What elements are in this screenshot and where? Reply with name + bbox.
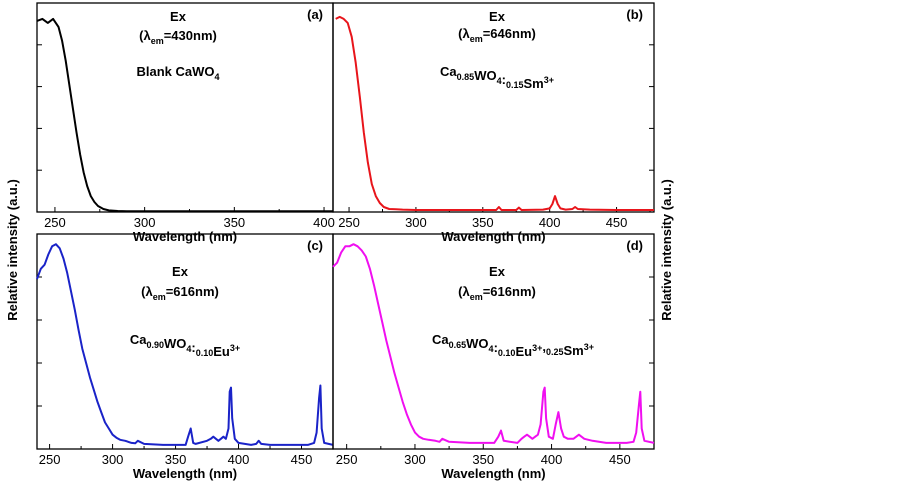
chart-panel: 250 300 350 400 Wavelength (nm) Ex (λem=430nm)… bbox=[36, 2, 335, 244]
x-tick-label: 300 bbox=[134, 215, 156, 230]
panel-subtitle: (λem=646nm) bbox=[458, 26, 536, 44]
sample-label: Ca0.85WO4:0.15Sm3+ bbox=[440, 64, 554, 91]
sample-label: Blank CaWO4 bbox=[136, 64, 219, 82]
x-tick-label: 400 bbox=[313, 215, 335, 230]
x-axis-label: Wavelength (nm) bbox=[441, 229, 545, 244]
panel-title: Ex bbox=[170, 9, 187, 24]
panel-letter: (d) bbox=[626, 238, 643, 253]
series-line bbox=[332, 243, 655, 444]
x-tick-label: 350 bbox=[472, 215, 494, 230]
series-line bbox=[36, 243, 334, 446]
panel-subtitle: (λem=616nm) bbox=[141, 284, 219, 302]
plot-frame bbox=[332, 233, 655, 450]
sample-label: Ca0.90WO4:0.10Eu3+ bbox=[130, 332, 240, 359]
panel-subtitle: (λem=616nm) bbox=[458, 284, 536, 302]
x-axis-label: Wavelength (nm) bbox=[441, 466, 545, 481]
x-tick-label: 250 bbox=[338, 215, 360, 230]
panel-letter: (b) bbox=[626, 7, 643, 22]
panel-letter: (c) bbox=[307, 238, 323, 253]
x-tick-label: 400 bbox=[539, 215, 561, 230]
series-line bbox=[36, 17, 333, 213]
x-tick-label: 250 bbox=[39, 452, 61, 467]
x-tick-label: 400 bbox=[228, 452, 250, 467]
x-tick-label: 350 bbox=[223, 215, 245, 230]
panel-subtitle: (λem=430nm) bbox=[139, 28, 217, 46]
panel-title: Ex bbox=[172, 264, 189, 279]
series-line bbox=[335, 15, 654, 211]
y-axis-label-left: Relative intensity (a.u.) bbox=[5, 179, 20, 321]
sample-label: Ca0.65WO4:0.10Eu3+,0.25Sm3+ bbox=[432, 332, 594, 359]
x-tick-label: 300 bbox=[102, 452, 124, 467]
panel-title: Ex bbox=[489, 9, 506, 24]
x-tick-label: 450 bbox=[606, 215, 628, 230]
y-axis-label-right: Relative intensity (a.u.) bbox=[659, 179, 674, 321]
chart-panel: 250 300 350 400 450 Wavelength (nm) Ex (λem=616… bbox=[36, 233, 334, 481]
x-tick-label: 250 bbox=[336, 452, 358, 467]
x-tick-label: 450 bbox=[291, 452, 313, 467]
plot-frame bbox=[332, 2, 655, 213]
x-axis-label: Wavelength (nm) bbox=[133, 466, 237, 481]
chart-panel: 250 300 350 400 450 Wavelength (nm) Ex (λem=646… bbox=[332, 2, 655, 244]
x-tick-label: 300 bbox=[404, 452, 426, 467]
x-tick-label: 350 bbox=[472, 452, 494, 467]
x-tick-label: 450 bbox=[609, 452, 631, 467]
x-tick-label: 300 bbox=[405, 215, 427, 230]
chart-panel: 250 300 350 400 450 Wavelength (nm) Ex (λem=616… bbox=[332, 233, 655, 481]
x-tick-label: 350 bbox=[165, 452, 187, 467]
x-tick-label: 400 bbox=[541, 452, 563, 467]
panel-title: Ex bbox=[489, 264, 506, 279]
x-axis-label: Wavelength (nm) bbox=[133, 229, 237, 244]
x-tick-label: 250 bbox=[44, 215, 66, 230]
panel-letter: (a) bbox=[307, 7, 323, 22]
